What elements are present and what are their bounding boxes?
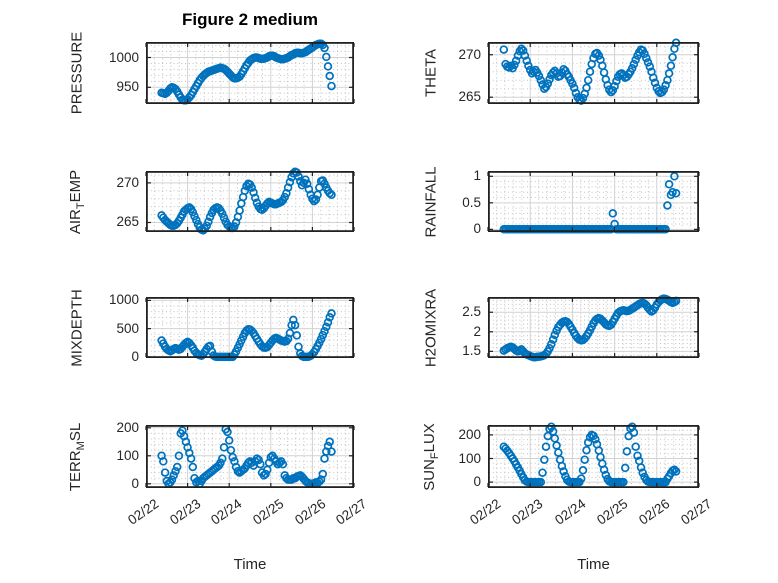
- y-axis-label-mixdepth: MIXDEPTH: [68, 288, 86, 367]
- y-tick-label: 100: [458, 450, 481, 466]
- y-axis-label-theta: THETA: [422, 48, 440, 98]
- y-tick-label: 1.5: [462, 343, 481, 359]
- y-tick-label: 270: [116, 174, 139, 190]
- subplot-rainfall: [487, 170, 700, 234]
- x-tick-label: 02/24: [208, 496, 245, 528]
- x-tick-label: 02/23: [509, 496, 546, 528]
- y-axis-label-h2omixra: H2OMIXRA: [422, 288, 440, 367]
- x-tick-label: 02/22: [467, 496, 504, 528]
- x-tick-label: 02/26: [291, 496, 329, 528]
- y-tick-label: 2.5: [462, 304, 481, 320]
- x-tick-label: 02/22: [125, 496, 162, 528]
- y-tick-label: 200: [116, 419, 139, 435]
- y-tick-label: 0: [131, 348, 139, 364]
- x-tick-label: 02/23: [166, 496, 204, 528]
- subplot-mixdepth: [145, 296, 355, 362]
- subplot-theta: [487, 38, 700, 105]
- x-tick-label: 02/27: [678, 496, 715, 528]
- x-tick-label: 02/25: [250, 496, 287, 528]
- scatter-plot-terr_msl: [145, 424, 355, 489]
- y-axis-label-sun_flux: SUNFLUX: [421, 422, 441, 491]
- x-tick-label: 02/25: [593, 496, 631, 528]
- x-tick-label: 02/24: [551, 496, 589, 528]
- x-tick-label: 02/26: [636, 496, 673, 528]
- x-axis-label-left: Time: [233, 556, 267, 573]
- subplot-air-temp: [145, 167, 355, 235]
- subplot-pressure: [145, 39, 355, 105]
- y-tick-label: 265: [458, 89, 481, 105]
- y-tick-label: 0.5: [462, 194, 481, 210]
- y-axis-label-terr_msl: TERRMSL: [67, 422, 87, 491]
- y-axis-label-pressure: PRESSURE: [68, 31, 86, 115]
- y-tick-label: 950: [116, 79, 139, 95]
- scatter-plot-mixdepth: [145, 296, 355, 362]
- y-tick-label: 1000: [108, 49, 139, 65]
- y-tick-label: 270: [458, 46, 481, 62]
- y-tick-label: 0: [473, 474, 481, 490]
- y-tick-label: 500: [116, 320, 139, 336]
- y-tick-label: 2: [473, 323, 481, 339]
- scatter-plot-rainfall: [487, 170, 700, 234]
- y-tick-label: 1: [473, 168, 481, 184]
- scatter-plot-h2omixra: [487, 294, 700, 362]
- y-tick-label: 265: [116, 214, 139, 230]
- y-tick-label: 0: [473, 221, 481, 237]
- x-tick-label: 02/27: [333, 496, 370, 528]
- subplot-h2omixra: [487, 294, 700, 362]
- scatter-plot-air_temp: [145, 167, 355, 235]
- scatter-plot-pressure: [145, 39, 355, 105]
- y-tick-label: 100: [116, 447, 139, 463]
- y-tick-label: 1000: [108, 292, 139, 308]
- y-tick-label: 200: [458, 426, 481, 442]
- x-axis-label-right: Time: [577, 556, 610, 573]
- y-axis-label-rainfall: RAINFALL: [422, 166, 440, 237]
- y-tick-label: 0: [131, 475, 139, 491]
- subplot-terr-msl: [145, 424, 355, 489]
- scatter-plot-theta: [487, 38, 700, 105]
- y-axis-label-air_temp: AIRTEMP: [67, 169, 87, 234]
- scatter-plot-sun_flux: [487, 422, 700, 489]
- subplot-sun-flux: [487, 422, 700, 489]
- figure-title: Figure 2 medium: [181, 10, 319, 29]
